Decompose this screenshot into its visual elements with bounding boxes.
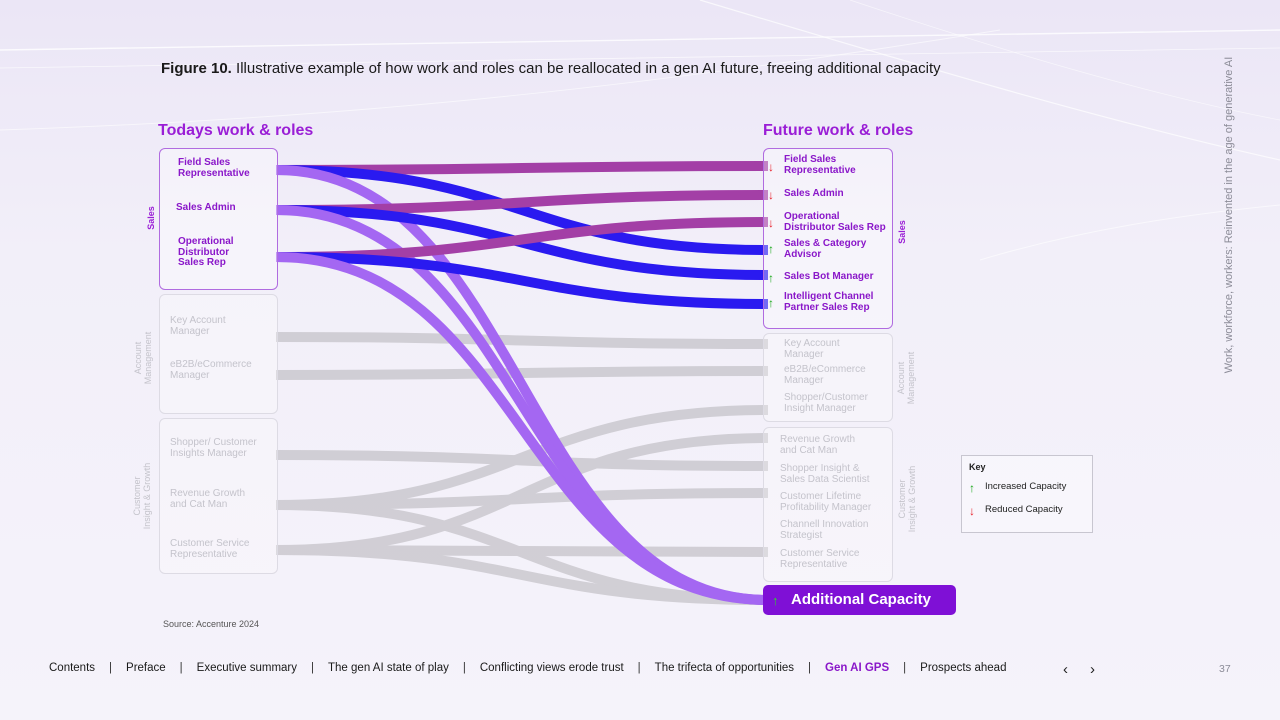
- right-account-management-box: [763, 333, 893, 422]
- nav-separator: |: [311, 662, 315, 674]
- right-role-shopper-insight-sales-data-scientist: Shopper Insight & Sales Data Scientist: [780, 463, 870, 485]
- right-role-sales-category-advisor: Sales & Category Advisor: [784, 238, 867, 260]
- left-customer-insight-box: [159, 418, 278, 574]
- left-role-sales-admin: Sales Admin: [176, 202, 236, 213]
- right-role-eb2b-ecommerce-manager: eB2B/eCommerce Manager: [784, 364, 866, 386]
- flow-operational-distributor-sales-rep-to-intelligent-channel-partner-sales-rep: [275, 252, 769, 309]
- next-page-button[interactable]: ›: [1090, 661, 1095, 678]
- nav-item-contents[interactable]: Contents: [49, 662, 96, 674]
- left-group-account-management-label: Account Management: [133, 331, 153, 385]
- nav-separator: |: [462, 662, 466, 674]
- left-group-customer-insight-label: Customer Insight & Growth: [132, 462, 152, 530]
- page-number: 37: [1219, 663, 1231, 675]
- nav-item-executive-summary[interactable]: Executive summary: [196, 662, 298, 674]
- left-role-revenue-growth-cat-man: Revenue Growth and Cat Man: [170, 488, 246, 510]
- figure-caption: Illustrative example of how work and rol…: [236, 60, 941, 77]
- nav-separator: |: [808, 662, 812, 674]
- reduced-arrow-icon: ↓: [969, 504, 975, 518]
- right-group-customer-insight-label: Customer Insight & Growth: [897, 465, 917, 533]
- increased-arrow-icon: ↑: [772, 593, 779, 608]
- left-group-sales-label: Sales: [146, 206, 156, 230]
- right-role-sales-bot-manager: Sales Bot Manager: [784, 271, 874, 282]
- left-role-shopper-customer-insights-manager: Shopper/ Customer Insights Manager: [170, 437, 257, 459]
- increased-arrow-icon: ↑: [768, 242, 774, 256]
- right-role-key-account-manager: Key Account Manager: [784, 338, 840, 360]
- nav-separator: |: [903, 662, 907, 674]
- flow-operational-distributor-sales-rep-to-additional-capacity: [275, 252, 769, 605]
- reduced-arrow-icon: ↓: [768, 188, 774, 202]
- left-role-operational-distributor-sales-rep: Operational Distributor Sales Rep: [178, 236, 234, 268]
- right-column-heading: Future work & roles: [763, 122, 914, 139]
- right-role-channell-innovation-strategist: Channell Innovation Strategist: [780, 519, 869, 541]
- left-sales-box: [159, 148, 278, 290]
- nav-separator: |: [637, 662, 641, 674]
- right-role-shopper-customer-insight-manager: Shopper/Customer Insight Manager: [784, 392, 868, 414]
- additional-capacity-box: ↑ Additional Capacity: [763, 585, 956, 615]
- flow-customer-service-representative-to-additional-capacity: [275, 545, 769, 605]
- left-role-field-sales-rep: Field Sales Representative: [178, 157, 250, 179]
- flow-customer-service-representative-to-revenue-growth-and-cat-man: [275, 433, 769, 555]
- right-customer-insight-box: [763, 427, 893, 582]
- right-sales-box: [763, 148, 893, 329]
- nav-item-preface[interactable]: Preface: [126, 662, 166, 674]
- right-role-operational-distributor-sales-rep: Operational Distributor Sales Rep: [784, 211, 886, 233]
- flow-eb2b-ecommerce-manager-to-eb2b-ecommerce-manager: [275, 366, 769, 380]
- flow-field-sales-representative-to-sales-category-advisor: [275, 165, 769, 255]
- right-role-sales-admin: Sales Admin: [784, 188, 844, 199]
- left-role-customer-service-rep: Customer Service Representative: [170, 538, 250, 560]
- reduced-arrow-icon: ↓: [768, 216, 774, 230]
- legend-title: Key: [969, 462, 986, 472]
- nav-item-conflicting-views[interactable]: Conflicting views erode trust: [479, 662, 624, 674]
- right-group-account-management-label: Account Management: [896, 351, 916, 405]
- right-role-revenue-growth-cat-man: Revenue Growth and Cat Man: [780, 434, 856, 456]
- increased-arrow-icon: ↑: [768, 271, 774, 285]
- right-role-customer-lifetime-profitability-manager: Customer Lifetime Profitability Manager: [780, 491, 872, 513]
- right-role-customer-service-rep: Customer Service Representative: [780, 548, 860, 570]
- nav-item-trifecta-of-opportunities[interactable]: The trifecta of opportunities: [654, 662, 795, 674]
- figure-label: Figure 10.: [161, 60, 232, 77]
- left-column-heading: Todays work & roles: [158, 122, 314, 139]
- right-role-intelligent-channel-partner-sales-rep: Intelligent Channel Partner Sales Rep: [784, 291, 874, 313]
- flow-key-account-manager-to-key-account-manager: [275, 332, 769, 349]
- legend-reduced-label: Reduced Capacity: [985, 504, 1063, 515]
- nav-item-gen-ai-gps[interactable]: Gen AI GPS: [825, 662, 890, 674]
- right-group-sales-label: Sales: [897, 220, 907, 244]
- legend-key: Key ↑ Increased Capacity ↓ Reduced Capac…: [961, 455, 1093, 533]
- left-account-management-box: [159, 294, 278, 414]
- nav-separator: |: [109, 662, 113, 674]
- additional-capacity-label: Additional Capacity: [791, 591, 932, 608]
- legend-increased-label: Increased Capacity: [985, 481, 1067, 492]
- source-note: Source: Accenture 2024: [163, 619, 260, 629]
- increased-arrow-icon: ↑: [969, 481, 975, 495]
- reduced-arrow-icon: ↓: [768, 160, 774, 174]
- nav-item-gen-ai-state-of-play[interactable]: The gen AI state of play: [328, 662, 449, 674]
- right-role-field-sales-rep: Field Sales Representative: [784, 154, 856, 176]
- bottom-navigation: Contents | Preface | Executive summary |…: [49, 662, 1006, 674]
- left-role-key-account-manager: Key Account Manager: [170, 315, 226, 337]
- figure-title: Figure 10. Illustrative example of how w…: [161, 60, 941, 77]
- left-role-eb2b-ecommerce-manager: eB2B/eCommerce Manager: [170, 359, 252, 381]
- previous-page-button[interactable]: ‹: [1063, 661, 1068, 678]
- increased-arrow-icon: ↑: [768, 296, 774, 310]
- nav-separator: |: [179, 662, 183, 674]
- nav-item-prospects-ahead[interactable]: Prospects ahead: [920, 662, 1007, 674]
